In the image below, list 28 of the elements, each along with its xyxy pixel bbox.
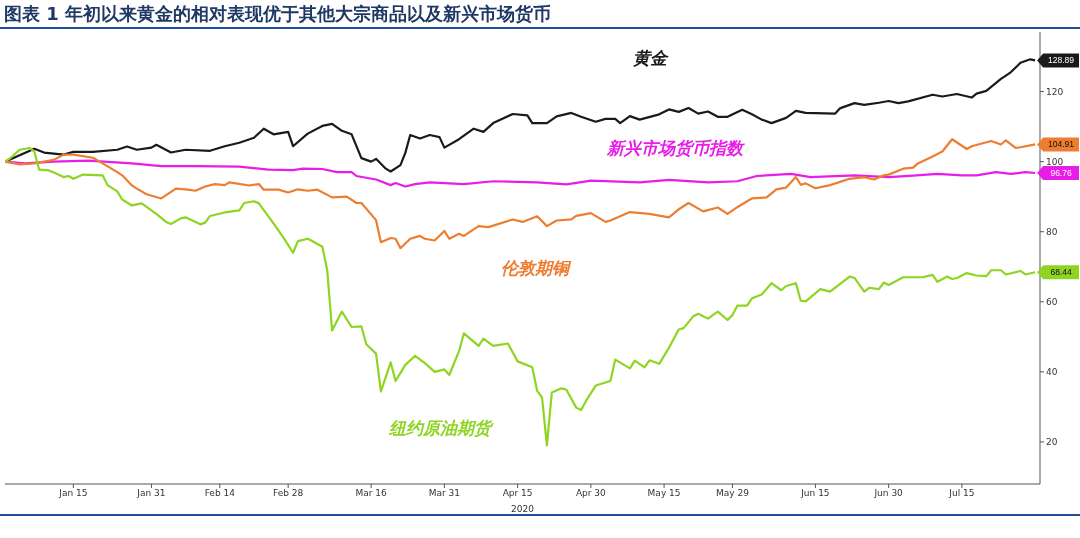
- x-tick-label: Mar 16: [355, 488, 388, 499]
- y-tick-label: 80: [1046, 226, 1058, 237]
- x-tick-label: Apr 15: [502, 488, 533, 499]
- x-tick-label: May 29: [715, 488, 750, 499]
- data-label: 128.89: [1048, 55, 1075, 66]
- x-axis-title: 2020: [511, 504, 535, 514]
- data-label: 96.76: [1050, 168, 1072, 178]
- y-tick-label: 20: [1046, 437, 1058, 448]
- data-label: 104.91: [1048, 139, 1075, 150]
- x-tick-label: Jun 15: [800, 488, 830, 499]
- x-tick-label: Apr 30: [575, 488, 607, 499]
- x-tick-label: Feb 28: [273, 488, 304, 499]
- x-tick-label: May 15: [647, 488, 681, 499]
- x-tick-label: Jul 15: [948, 488, 975, 499]
- x-tick-label: Mar 31: [428, 488, 461, 499]
- series-label: 新兴市场货币指数: [607, 136, 743, 160]
- text: 黄金: [633, 46, 667, 70]
- y-tick-label: 100: [1046, 156, 1064, 167]
- y-tick-label: 60: [1046, 296, 1058, 307]
- x-tick-label: Jun 30: [873, 488, 904, 499]
- line-series: [5, 138, 1037, 250]
- x-tick-label: Jan 15: [58, 488, 88, 499]
- y-tick-label: 40: [1046, 367, 1058, 378]
- data-label: 68.44: [1050, 267, 1072, 278]
- x-tick-label: Feb 14: [204, 488, 236, 499]
- y-tick-label: 120: [1046, 86, 1064, 97]
- chart-title: 图表 1 年初以来黄金的相对表现优于其他大宗商品以及新兴市场货币: [4, 2, 552, 26]
- x-tick-label: Jan 31: [136, 488, 166, 499]
